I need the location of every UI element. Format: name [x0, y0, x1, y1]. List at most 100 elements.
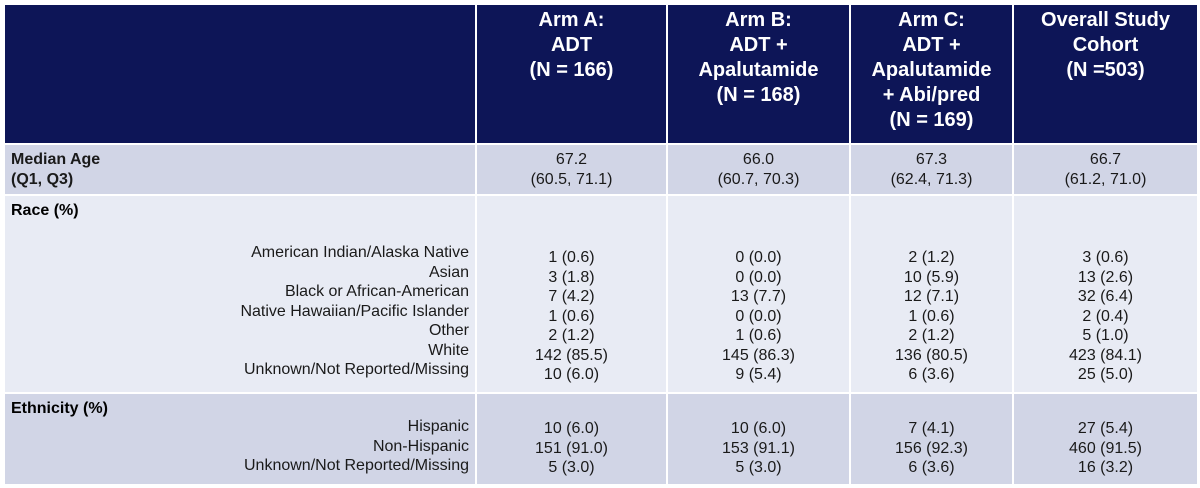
race-value: 7 (4.2) [548, 288, 595, 305]
race-category: Unknown/Not Reported/Missing [244, 361, 469, 378]
median-age-label: Median Age [11, 151, 101, 168]
iqr-value: (62.4, 71.3) [890, 171, 973, 188]
race-value: 13 (7.7) [730, 288, 787, 305]
race-value: 10 (5.9) [903, 268, 960, 286]
ethnicity-value: 153 (91.1) [722, 439, 795, 457]
header-overall-cohort: Overall Study Cohort (N =503) [1012, 3, 1199, 145]
median-age-sublabel: (Q1, Q3) [11, 171, 74, 188]
ethnicity-value: 5 (3.0) [735, 459, 782, 476]
race-value: 3 (0.6) [1082, 249, 1129, 266]
race-value: 6 (3.6) [908, 366, 955, 383]
median-age-row: Median Age (Q1, Q3) 67.2 (60.5, 71.1) 66… [3, 143, 1199, 196]
race-value: 145 (86.3) [722, 346, 795, 364]
race-value: 2 (1.2) [908, 249, 955, 266]
race-value: 2 (1.2) [908, 327, 955, 344]
race-value: 10 (6.0) [543, 366, 600, 383]
header-line: Apalutamide [871, 59, 992, 81]
iqr-value: (60.7, 70.3) [717, 171, 800, 188]
race-value: 32 (6.4) [1077, 288, 1134, 305]
race-value: 25 (5.0) [1077, 366, 1134, 383]
race-value: 136 (80.5) [895, 346, 968, 364]
ethnicity-value: 6 (3.6) [908, 459, 955, 476]
header-line: + Abi/pred [882, 84, 981, 106]
race-value: 9 (5.4) [735, 366, 782, 383]
ethnicity-value: 16 (3.2) [1077, 459, 1134, 476]
ethnicity-value: 27 (5.4) [1077, 420, 1134, 437]
header-line: Overall Study [1041, 9, 1170, 31]
median-age-overall: 66.7 (61.2, 71.0) [1012, 143, 1199, 196]
ethnicity-value: 5 (3.0) [548, 459, 595, 476]
header-row: Arm A: ADT (N = 166) Arm B: ADT + Apalut… [3, 3, 1199, 145]
race-arm-a: 1 (0.6) 3 (1.8) 7 (4.2) 1 (0.6) 2 (1.2) … [475, 194, 668, 394]
header-empty-cell [3, 3, 477, 145]
header-arm-b: Arm B: ADT + Apalutamide (N = 168) [666, 3, 851, 145]
header-line: Arm C: [898, 9, 965, 31]
ethnicity-overall: 27 (5.4) 460 (91.5) 16 (3.2) [1012, 392, 1199, 486]
race-value: 423 (84.1) [1069, 346, 1142, 364]
median-age-arm-a: 67.2 (60.5, 71.1) [475, 143, 668, 196]
median-age-arm-b: 66.0 (60.7, 70.3) [666, 143, 851, 196]
header-line: ADT [550, 34, 593, 56]
race-category: Native Hawaiian/Pacific Islander [240, 302, 469, 320]
ethnicity-category: Hispanic [407, 418, 469, 435]
header-line: (N = 166) [529, 59, 614, 81]
ethnicity-arm-c: 7 (4.1) 156 (92.3) 6 (3.6) [849, 392, 1014, 486]
ethnicity-value: 156 (92.3) [895, 439, 968, 457]
header-arm-a: Arm A: ADT (N = 166) [475, 3, 668, 145]
header-line: ADT + [902, 34, 961, 56]
race-value: 3 (1.8) [548, 268, 595, 286]
iqr-value: (60.5, 71.1) [530, 171, 613, 188]
race-arm-b: 0 (0.0) 0 (0.0) 13 (7.7) 0 (0.0) 1 (0.6)… [666, 194, 851, 394]
race-value: 0 (0.0) [735, 268, 782, 286]
ethnicity-value: 460 (91.5) [1069, 439, 1142, 457]
ethnicity-arm-a: 10 (6.0) 151 (91.0) 5 (3.0) [475, 392, 668, 486]
header-line: (N = 168) [716, 84, 801, 106]
race-label: Race (%) [11, 202, 79, 219]
race-value: 12 (7.1) [903, 288, 960, 305]
iqr-value: (61.2, 71.0) [1064, 171, 1147, 188]
race-value: 1 (0.6) [735, 327, 782, 344]
ethnicity-label: Ethnicity (%) [11, 400, 108, 417]
race-value: 1 (0.6) [548, 307, 595, 325]
ethnicity-value: 7 (4.1) [908, 420, 955, 437]
race-value: 1 (0.6) [908, 307, 955, 325]
ethnicity-categories: Hispanic Non-Hispanic Unknown/Not Report… [5, 417, 475, 476]
ethnicity-arm-b: 10 (6.0) 153 (91.1) 5 (3.0) [666, 392, 851, 486]
header-line: (N =503) [1066, 59, 1145, 81]
ethnicity-category: Unknown/Not Reported/Missing [244, 457, 469, 474]
race-category: Asian [428, 263, 469, 281]
ethnicity-category: Non-Hispanic [372, 437, 469, 455]
header-arm-c: Arm C: ADT + Apalutamide + Abi/pred (N =… [849, 3, 1014, 145]
race-category: Other [428, 322, 469, 339]
header-line: Cohort [1072, 34, 1139, 56]
median-age-label-cell: Median Age (Q1, Q3) [3, 143, 477, 196]
ethnicity-value: 10 (6.0) [730, 420, 787, 437]
ethnicity-row: Ethnicity (%) Hispanic Non-Hispanic Unkn… [3, 392, 1199, 486]
race-value: 2 (1.2) [548, 327, 595, 344]
header-line: Arm A: [538, 9, 605, 31]
median-value: 66.7 [1089, 151, 1122, 168]
header-line: (N = 169) [889, 109, 974, 131]
race-category: White [428, 341, 469, 359]
median-value: 67.3 [915, 151, 948, 168]
median-value: 66.0 [742, 151, 775, 168]
header-line: Apalutamide [698, 59, 819, 81]
race-arm-c: 2 (1.2) 10 (5.9) 12 (7.1) 1 (0.6) 2 (1.2… [849, 194, 1014, 394]
demographics-table: Arm A: ADT (N = 166) Arm B: ADT + Apalut… [3, 3, 1199, 486]
median-age-arm-c: 67.3 (62.4, 71.3) [849, 143, 1014, 196]
header-line: Arm B: [725, 9, 792, 31]
race-value: 1 (0.6) [548, 249, 595, 266]
race-value: 142 (85.5) [535, 346, 608, 364]
ethnicity-value: 151 (91.0) [535, 439, 608, 457]
median-value: 67.2 [555, 151, 588, 168]
ethnicity-label-cell: Ethnicity (%) Hispanic Non-Hispanic Unkn… [3, 392, 477, 486]
race-value: 5 (1.0) [1082, 327, 1129, 344]
ethnicity-value: 10 (6.0) [543, 420, 600, 437]
race-label-cell: Race (%) American Indian/Alaska Native A… [3, 194, 477, 394]
race-category: American Indian/Alaska Native [251, 244, 469, 261]
race-value: 0 (0.0) [735, 249, 782, 266]
race-overall: 3 (0.6) 13 (2.6) 32 (6.4) 2 (0.4) 5 (1.0… [1012, 194, 1199, 394]
race-value: 2 (0.4) [1082, 307, 1129, 325]
header-line: ADT + [729, 34, 788, 56]
race-categories: American Indian/Alaska Native Asian Blac… [5, 243, 475, 380]
